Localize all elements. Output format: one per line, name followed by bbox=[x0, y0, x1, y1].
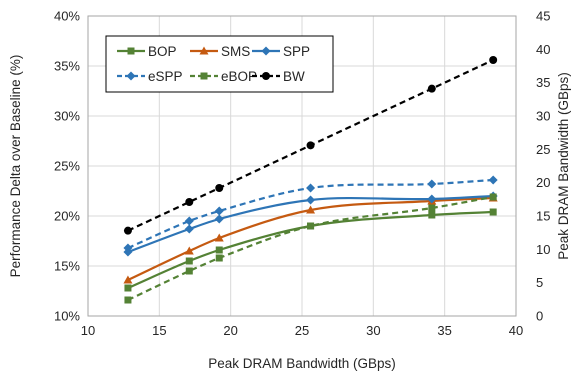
y-tick-label: 25% bbox=[54, 159, 80, 174]
legend-label-sms: SMS bbox=[221, 44, 250, 59]
series-lines bbox=[123, 56, 498, 304]
legend-marker-ebop bbox=[200, 72, 208, 80]
series-espp bbox=[123, 175, 498, 253]
legend-item-espp: eSPP bbox=[117, 69, 183, 84]
y-tick-label: 30% bbox=[54, 109, 80, 124]
legend-item-bop: BOP bbox=[117, 44, 177, 59]
espp-point bbox=[214, 206, 224, 216]
y2-tick-label: 10 bbox=[536, 242, 550, 257]
series-ebop bbox=[124, 193, 497, 304]
bw-point bbox=[489, 56, 498, 64]
x-tick-label: 20 bbox=[223, 323, 237, 338]
bop-point bbox=[489, 208, 497, 216]
series-sms bbox=[123, 193, 498, 284]
y-tick-label: 40% bbox=[54, 9, 80, 24]
legend-item-sms: SMS bbox=[190, 44, 250, 59]
x-tick-label: 35 bbox=[437, 323, 451, 338]
legend: BOP SMS SPP eSPP eBOP BW bbox=[105, 35, 334, 93]
legend-box bbox=[105, 35, 334, 93]
ebop-point bbox=[215, 254, 223, 262]
ebop-point bbox=[307, 222, 315, 230]
legend-item-ebop: eBOP bbox=[190, 69, 257, 84]
x-axis-title: Peak DRAM Bandwidth (GBps) bbox=[208, 356, 396, 371]
sms-point bbox=[306, 205, 316, 214]
bw-point bbox=[185, 198, 194, 206]
x-tick-label: 10 bbox=[81, 323, 95, 338]
sms-point bbox=[184, 246, 194, 255]
legend-label-bop: BOP bbox=[148, 44, 177, 59]
bop-point bbox=[428, 211, 436, 219]
espp-point bbox=[488, 175, 498, 185]
espp-point bbox=[427, 179, 437, 189]
tick-labels: 10 15 20 25 30 35 40 10% 15% 20% 25% 30% 35% 40% 0 5 10 1… bbox=[54, 9, 551, 339]
ebop-point bbox=[489, 193, 497, 201]
legend-label-spp: SPP bbox=[283, 44, 310, 59]
spp-point bbox=[214, 214, 224, 224]
legend-label-espp: eSPP bbox=[148, 69, 183, 84]
bop-point bbox=[215, 246, 223, 254]
series-bop bbox=[124, 208, 497, 292]
y2-tick-label: 15 bbox=[536, 209, 550, 224]
y2-tick-label: 20 bbox=[536, 175, 550, 190]
y2-tick-label: 45 bbox=[536, 9, 550, 24]
bw-point bbox=[123, 226, 132, 235]
y2-axis-title: Peak DRAM Bandwidth (GBps) bbox=[556, 72, 571, 260]
y-tick-label: 20% bbox=[54, 209, 80, 224]
spp-point bbox=[184, 224, 194, 234]
sms-point bbox=[123, 275, 133, 284]
ebop-point bbox=[124, 296, 132, 304]
plot-area-frame bbox=[87, 15, 517, 317]
bw-line bbox=[127, 59, 494, 232]
x-tick-label: 25 bbox=[295, 323, 309, 338]
x-tick-label: 15 bbox=[152, 323, 166, 338]
y2-tick-label: 35 bbox=[536, 75, 550, 90]
legend-marker-bop bbox=[127, 47, 135, 55]
espp-point bbox=[306, 183, 316, 193]
bop-point bbox=[185, 257, 193, 265]
y-tick-label: 35% bbox=[54, 59, 80, 74]
x-tick-label: 40 bbox=[509, 323, 523, 338]
series-bw bbox=[123, 56, 498, 235]
legend-marker-spp bbox=[261, 46, 271, 56]
espp-point bbox=[184, 216, 194, 226]
legend-label-ebop: eBOP bbox=[221, 69, 257, 84]
spp-point bbox=[306, 195, 316, 205]
ebop-point bbox=[428, 204, 436, 212]
y-axis-title: Performance Delta over Baseline (%) bbox=[8, 55, 23, 278]
espp-point bbox=[123, 243, 133, 253]
y2-tick-label: 40 bbox=[536, 42, 550, 57]
y2-tick-label: 25 bbox=[536, 142, 550, 157]
bw-point bbox=[306, 141, 315, 150]
legend-marker-bw bbox=[262, 72, 270, 80]
ebop-point bbox=[185, 267, 193, 275]
bw-point bbox=[427, 84, 436, 93]
legend-marker-sms bbox=[199, 46, 209, 55]
sms-point bbox=[214, 233, 224, 242]
y2-tick-label: 30 bbox=[536, 109, 550, 124]
legend-label-bw: BW bbox=[283, 69, 305, 84]
legend-item-bw: BW bbox=[252, 69, 305, 84]
bw-point bbox=[215, 184, 224, 192]
legend-item-spp: SPP bbox=[252, 44, 310, 59]
bop-point bbox=[124, 284, 132, 292]
x-tick-label: 30 bbox=[366, 323, 380, 338]
y2-tick-label: 5 bbox=[536, 275, 543, 290]
y-tick-label: 10% bbox=[54, 309, 80, 324]
spp-point bbox=[427, 194, 437, 204]
y2-tick-label: 0 bbox=[536, 309, 543, 324]
legend-marker-espp bbox=[126, 71, 136, 81]
y-tick-label: 15% bbox=[54, 259, 80, 274]
